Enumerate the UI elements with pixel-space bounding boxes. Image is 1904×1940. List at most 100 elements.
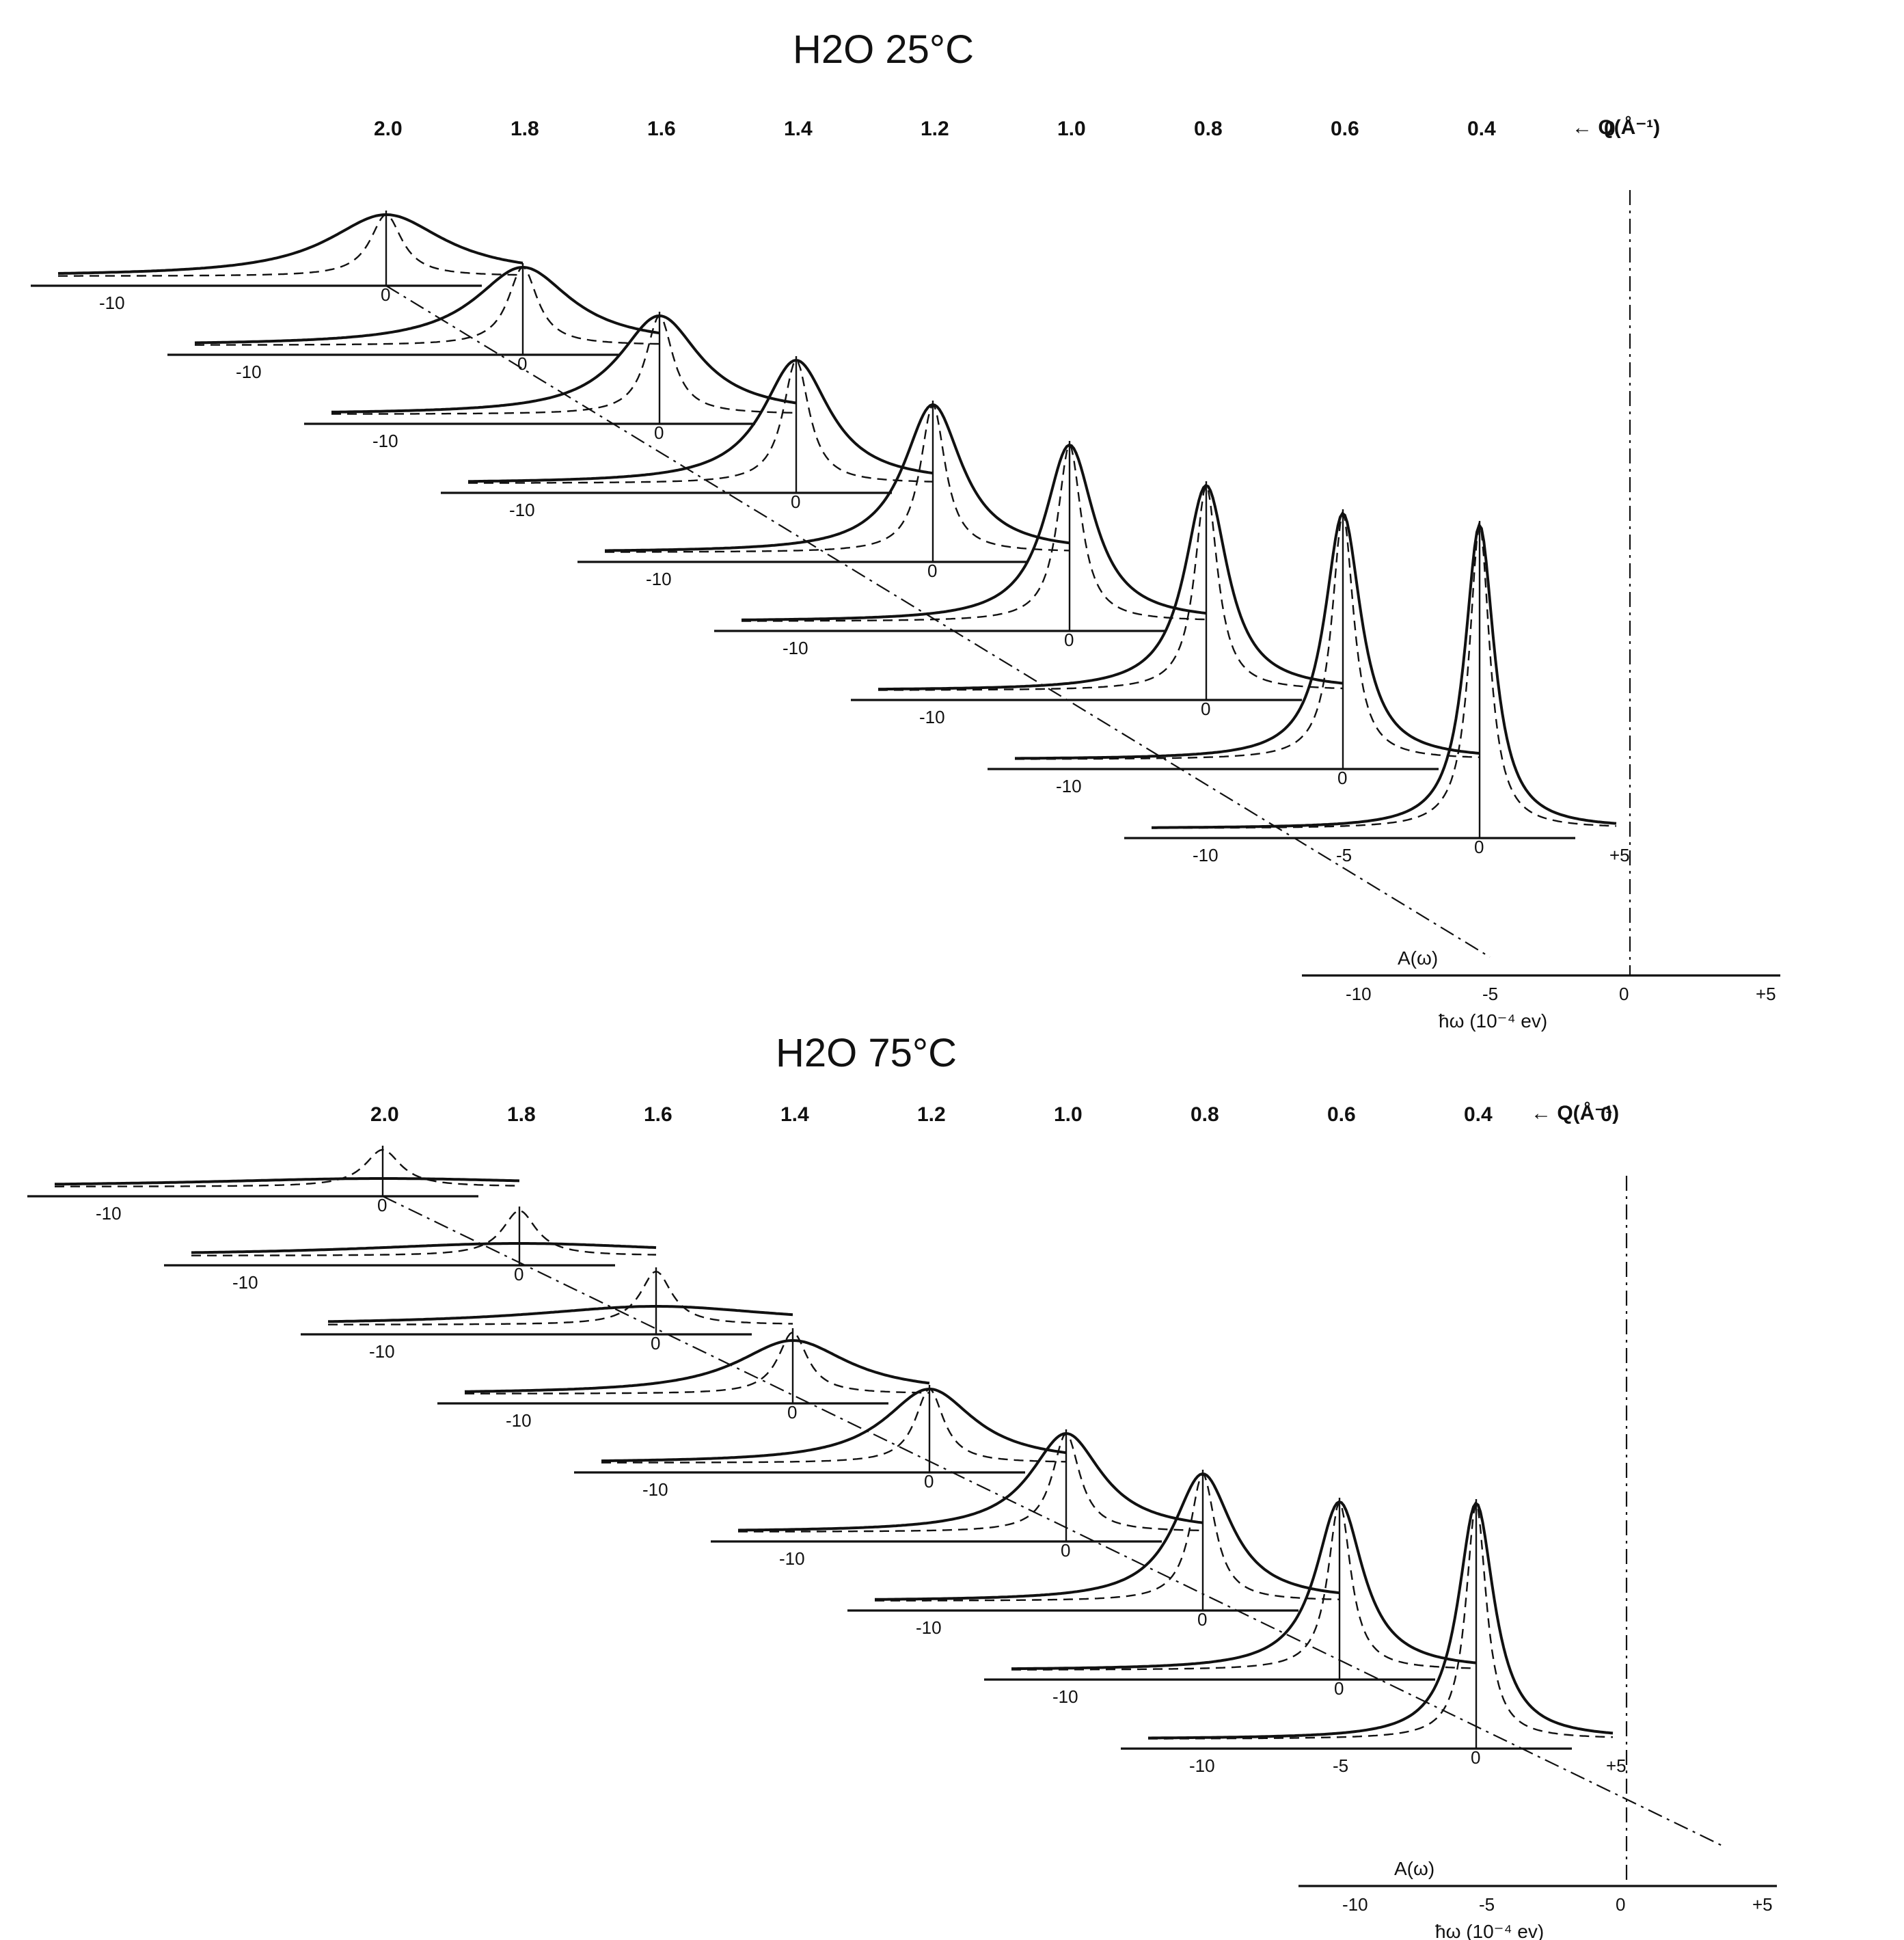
panel-25c: H2O 25°C ← Q(Å⁻¹) 2.0 1.8 1.6 1.4 1.2 1.0 0.8 0… (31, 27, 1780, 1032)
series-1.2: -10 0 (574, 1385, 1067, 1500)
series-2.0: -10 0 (27, 1146, 520, 1224)
model-curve (742, 443, 1207, 622)
tick-label: 0 (1471, 1747, 1480, 1768)
model-curve (738, 1432, 1203, 1533)
measured-curve (601, 1387, 1067, 1463)
q-axis-label: ← Q(Å⁻¹) (1531, 1102, 1619, 1124)
measured-curve (331, 314, 797, 414)
measured-curve (875, 1472, 1340, 1601)
tick-label: 0 (377, 1195, 387, 1215)
measured-curve (194, 265, 660, 345)
tick-label: 0 (1064, 630, 1074, 650)
model-curve (1152, 525, 1617, 829)
tick-label: 0 (381, 284, 390, 305)
tick-label: -10 (1189, 1755, 1215, 1776)
tick-label: -10 (642, 1479, 668, 1500)
tick-label: -5 (1333, 1755, 1348, 1776)
series-1.6: -10 0 (301, 1267, 793, 1362)
q-value-label: 1.8 (507, 1103, 536, 1126)
tick-label: -10 (369, 1341, 395, 1362)
model-curve (465, 1331, 929, 1395)
measured-curve (468, 358, 934, 483)
model-curve (605, 403, 1070, 553)
model-curve (1148, 1500, 1614, 1740)
tick-label: -10 (96, 1203, 122, 1224)
model-curve (328, 1270, 793, 1325)
series-1.4: -10 0 (437, 1328, 930, 1431)
tick-label: 0 (1197, 1609, 1207, 1630)
tick-label: -10 (99, 293, 125, 313)
tick-label: -10 (1193, 845, 1219, 865)
model-curve (875, 1472, 1340, 1602)
q-value-label: 1.8 (511, 118, 539, 140)
measured-curve (464, 1338, 930, 1393)
tick-label: 0 (1616, 1894, 1625, 1915)
tick-label: 0 (1201, 699, 1210, 719)
q-value-label: 1.4 (780, 1103, 809, 1126)
tick-label: 0 (517, 353, 527, 374)
tick-label: 0 (1619, 984, 1629, 1004)
q-value-label: 2.0 (374, 118, 403, 140)
series-0.6: -10 0 (988, 509, 1480, 796)
panel-curves: 2.0 1.8 1.6 1.4 1.2 1.0 0.8 0.6 0.4 0 -10 0 -10 0 -10 0… (31, 118, 1780, 1032)
q-value-label: 1.6 (647, 118, 676, 140)
model-curve (1015, 511, 1480, 760)
tick-label: -5 (1482, 984, 1498, 1004)
origin-diagonal (382, 1196, 1723, 1846)
panel-title: H2O 75°C (776, 1031, 957, 1075)
q-value-label: 0.4 (1464, 1103, 1493, 1126)
series-0.4: -10 0 -5 +5 (1121, 1499, 1627, 1776)
measured-curve (55, 1177, 520, 1186)
series-1.6: -10 0 (304, 312, 797, 451)
measured-curve (605, 403, 1070, 552)
tick-label: 0 (654, 422, 664, 443)
measured-curve (191, 1242, 657, 1254)
tick-label: -10 (506, 1410, 532, 1431)
tick-label: -10 (372, 431, 398, 451)
tick-label: -5 (1336, 845, 1352, 865)
model-curve (878, 483, 1344, 691)
series-0.4: -10 0 -5 +5 (1124, 521, 1630, 865)
tick-label: -10 (1056, 776, 1082, 796)
q-value-label: 1.0 (1054, 1103, 1083, 1126)
x-axis-label: ħω (10⁻⁴ ev) (1435, 1921, 1544, 1940)
measured-curve (878, 483, 1344, 691)
tick-label: -5 (1479, 1894, 1495, 1915)
panel-75c: H2O 75°C ← Q(Å⁻¹) 2.0 1.8 1.6 1.4 1.2 1.0 0.8 0… (27, 1031, 1777, 1940)
q-value-label: 1.2 (921, 118, 949, 140)
tick-label: +5 (1752, 1894, 1773, 1915)
tick-label: -10 (236, 362, 262, 382)
tick-label: -10 (1052, 1686, 1078, 1707)
measured-curve (57, 213, 523, 275)
panel-curves: 2.0 1.8 1.6 1.4 1.2 1.0 0.8 0.6 0.4 0 -10 0 -10 0 -10 0… (27, 1103, 1777, 1940)
tick-label: 0 (1474, 837, 1484, 857)
q-value-label: 0.6 (1331, 118, 1359, 140)
origin-diagonal (385, 285, 1491, 958)
measured-curve (737, 1431, 1203, 1532)
tick-label: 0 (927, 561, 937, 581)
model-curve (195, 266, 660, 346)
series-1.0: -10 0 (714, 441, 1207, 658)
tick-label: -10 (646, 569, 672, 589)
tick-label: -10 (232, 1272, 258, 1293)
tick-label: 0 (1337, 768, 1347, 788)
resolution-axis: A(ω) -10 -5 0 +5 ħω (10⁻⁴ ev) (1298, 1176, 1777, 1940)
model-curve (58, 213, 523, 277)
q-value-label: 1.6 (644, 1103, 672, 1126)
tick-label: 0 (787, 1402, 797, 1423)
model-curve (601, 1388, 1066, 1464)
q-value-label: 0 (1604, 118, 1616, 140)
q-value-label: 1.0 (1057, 118, 1086, 140)
tick-label: 0 (791, 491, 800, 512)
resolution-label: A(ω) (1394, 1858, 1434, 1879)
resolution-axis: A(ω) -10 -5 0 +5 ħω (10⁻⁴ ev) (1302, 190, 1780, 1032)
measured-curve (1152, 522, 1617, 829)
q-value-label: 0.6 (1327, 1103, 1356, 1126)
tick-label: +5 (1756, 984, 1776, 1004)
series-1.4: -10 0 (441, 356, 934, 520)
resolution-label: A(ω) (1398, 947, 1438, 969)
series-1.0: -10 0 (711, 1429, 1203, 1569)
measured-curve (1011, 1500, 1477, 1671)
x-axis-label: ħω (10⁻⁴ ev) (1439, 1010, 1547, 1032)
